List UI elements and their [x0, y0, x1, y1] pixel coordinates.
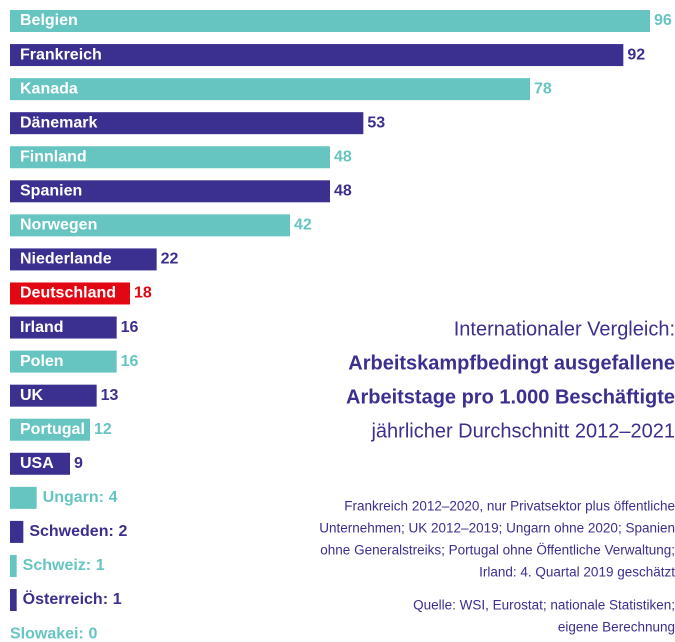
note: Irland: 4. Quartal 2019 geschätzt [479, 565, 675, 580]
category-label: USA [20, 455, 54, 472]
separator: : [108, 523, 113, 540]
category-label: Slowakei [10, 625, 78, 642]
value-label: 1 [96, 557, 105, 574]
bar [10, 282, 130, 305]
separator: : [78, 625, 83, 642]
category-label: Dänemark [20, 114, 97, 131]
bar [10, 452, 70, 475]
category-label: Spanien [20, 183, 82, 200]
bar [10, 112, 364, 135]
category-label: Frankreich [20, 46, 102, 63]
value-label: 92 [627, 46, 645, 63]
note: Frankreich 2012–2020, nur Privatsektor p… [344, 499, 675, 514]
category-label: Österreich [23, 589, 103, 608]
note: ohne Generalstreiks; Portugal ohne Öffen… [320, 543, 675, 558]
bar [10, 44, 624, 67]
separator: : [99, 489, 104, 506]
period: jährlicher Durchschnitt 2012–2021 [370, 420, 675, 442]
category-label: Kanada [20, 80, 78, 97]
value-label: 18 [134, 285, 152, 302]
category-label: Niederlande [20, 251, 112, 268]
bar [10, 384, 97, 407]
bar [10, 146, 330, 169]
category-label: UK [20, 387, 44, 404]
category-label: Ungarn [43, 489, 99, 506]
category-label: Norwegen [20, 217, 97, 234]
chart-title: Internationaler Vergleich: [454, 318, 675, 340]
value-label: 0 [88, 625, 97, 642]
bar [10, 520, 24, 543]
note: Unternehmen; UK 2012–2019; Ungarn ohne 2… [319, 521, 675, 536]
bar [10, 554, 17, 577]
value-label: 4 [109, 489, 118, 506]
bar [10, 180, 330, 203]
value-label: 12 [94, 421, 112, 438]
value-label: 1 [113, 591, 122, 608]
value-label: 42 [294, 217, 312, 234]
value-label: 53 [367, 114, 385, 131]
category-label: Schweiz [23, 557, 86, 574]
bar [10, 248, 157, 271]
value-label: 22 [161, 251, 179, 268]
subtitle: Arbeitstage pro 1.000 Beschäftigte [346, 386, 675, 408]
bar [10, 316, 117, 339]
category-label: Portugal [20, 421, 85, 438]
bar [10, 10, 650, 32]
category-label: Schweden [29, 523, 108, 540]
category-label: Finnland [20, 148, 87, 165]
value-label: 48 [334, 148, 352, 165]
category-label: Belgien [20, 12, 78, 29]
bar [10, 589, 17, 612]
bar [10, 350, 117, 373]
bar [10, 78, 530, 101]
value-label: 78 [534, 80, 552, 97]
bar [10, 214, 290, 237]
category-label: Polen [20, 353, 64, 370]
subtitle: Arbeitskampfbedingt ausgefallene [348, 352, 675, 374]
source: Quelle: WSI, Eurostat; nationale Statist… [413, 598, 675, 613]
value-label: 48 [334, 183, 352, 200]
separator: : [86, 557, 91, 574]
category-label: Irland [20, 319, 64, 336]
value-label: 2 [118, 523, 127, 540]
source: eigene Berechnung [558, 620, 675, 635]
value-label: 16 [121, 353, 139, 370]
value-label: 13 [101, 387, 119, 404]
category-label: Deutschland [20, 285, 116, 302]
value-label: 9 [74, 455, 83, 472]
bar [10, 418, 90, 441]
value-label: 96 [654, 12, 672, 29]
value-label: 16 [121, 319, 139, 336]
separator: : [103, 591, 108, 608]
bar [10, 486, 37, 509]
